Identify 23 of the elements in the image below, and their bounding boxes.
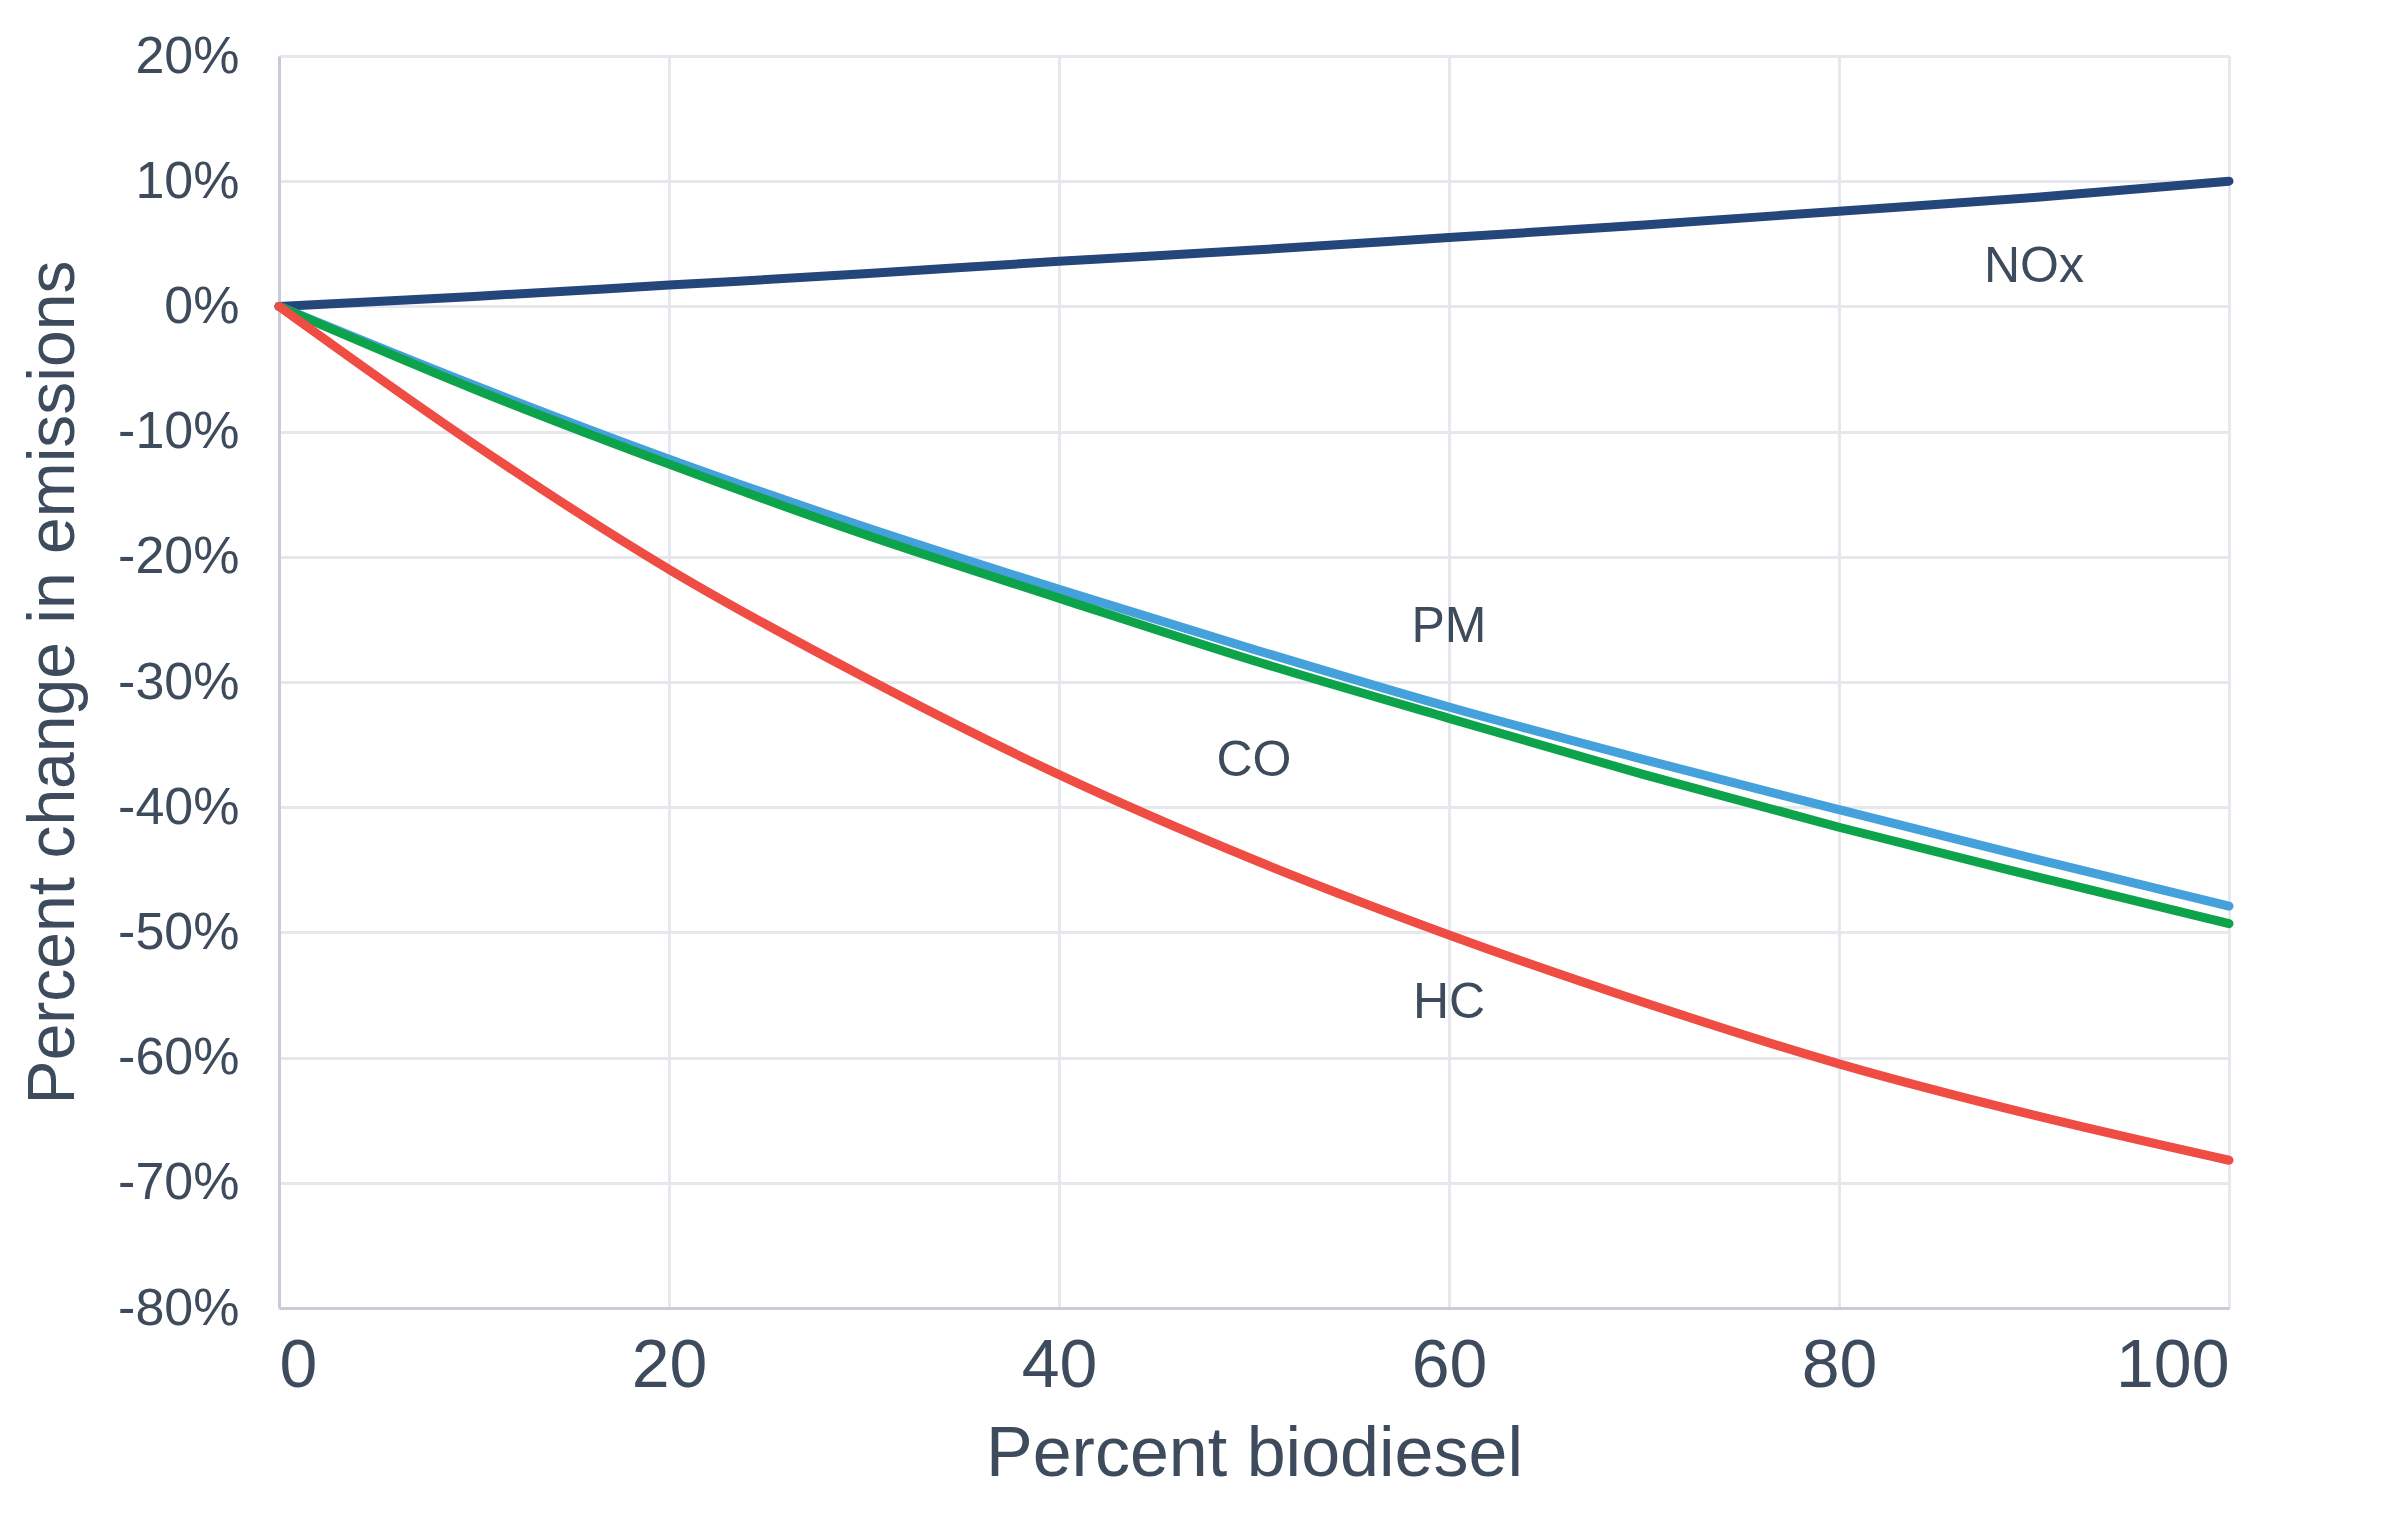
x-tick-label: 100: [2116, 1324, 2230, 1401]
y-tick-label: 10%: [135, 150, 240, 209]
y-tick-label: -50%: [118, 901, 240, 960]
y-tick-label: -60%: [118, 1027, 240, 1086]
x-axis-title: Percent biodiesel: [986, 1412, 1523, 1491]
series-label: NOx: [1984, 237, 2084, 294]
x-tick-label: 80: [1801, 1324, 1878, 1401]
y-tick-label: -20%: [118, 526, 240, 585]
y-tick-label: -10%: [118, 401, 240, 460]
y-axis-title: Percent change in emissions: [14, 260, 89, 1105]
y-tick-label: 20%: [135, 25, 240, 84]
x-tick-label: 0: [279, 1324, 318, 1401]
x-tick-label: 40: [1021, 1324, 1098, 1401]
y-tick-label: -30%: [118, 651, 240, 710]
y-tick-label: 0%: [164, 275, 240, 334]
series-label: CO: [1216, 730, 1292, 787]
y-tick-label: -70%: [118, 1152, 240, 1211]
x-tick-label: 60: [1411, 1324, 1488, 1401]
y-tick-label: -40%: [118, 776, 240, 835]
series-label: PM: [1411, 597, 1487, 654]
series-label: HC: [1412, 972, 1486, 1029]
x-tick-label: 20: [631, 1324, 708, 1401]
y-tick-label: -80%: [118, 1277, 240, 1336]
